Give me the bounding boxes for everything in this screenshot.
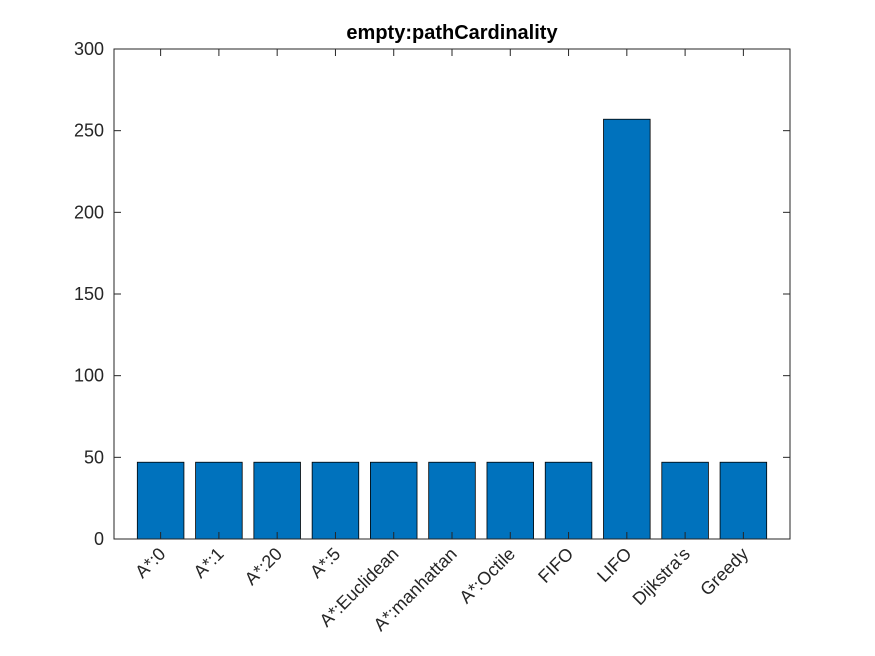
x-tick-labels: A*:0 A*:1 A*:20 A*:5A*:EuclideanA*:manhatta… xyxy=(131,544,752,635)
y-tick-label: 150 xyxy=(74,284,104,304)
y-tick-label: 300 xyxy=(74,39,104,59)
y-tick-label: 100 xyxy=(74,366,104,386)
bar-lifo xyxy=(603,118,651,540)
bar-a-euclidean xyxy=(370,461,418,540)
ticks-layer xyxy=(114,48,790,540)
x-tick-label: A*:20 xyxy=(241,544,286,589)
bars-layer xyxy=(136,118,768,540)
x-tick-label: A*:5 xyxy=(306,544,344,582)
bar-a-20 xyxy=(253,461,301,540)
y-tick-label: 50 xyxy=(84,447,104,467)
y-tick-label: 250 xyxy=(74,121,104,141)
x-tick-label: A*:1 xyxy=(190,544,228,582)
x-tick-label: Dijkstra's xyxy=(629,544,694,609)
bar-a-manhattan xyxy=(428,461,476,540)
bar-dijkstra-s xyxy=(661,461,709,540)
x-tick-label: A*:0 xyxy=(131,544,169,582)
y-tick-labels: 0 50 100 150 200 250 300 xyxy=(74,39,104,549)
x-tick-label: Greedy xyxy=(696,544,752,600)
bar-a-1 xyxy=(195,461,243,540)
chart-title: empty:pathCardinality xyxy=(346,22,558,44)
bar-fifo xyxy=(544,461,593,540)
bar-a-0 xyxy=(136,461,185,540)
bar-greedy xyxy=(719,461,768,540)
x-tick-label: LIFO xyxy=(593,544,635,586)
bar-a-octile xyxy=(486,461,534,540)
x-tick-label: A*:Octile xyxy=(455,544,519,608)
bar-a-5 xyxy=(311,461,360,540)
y-tick-label: 200 xyxy=(74,202,104,222)
x-tick-label: FIFO xyxy=(534,544,577,587)
y-tick-label: 0 xyxy=(94,529,104,549)
